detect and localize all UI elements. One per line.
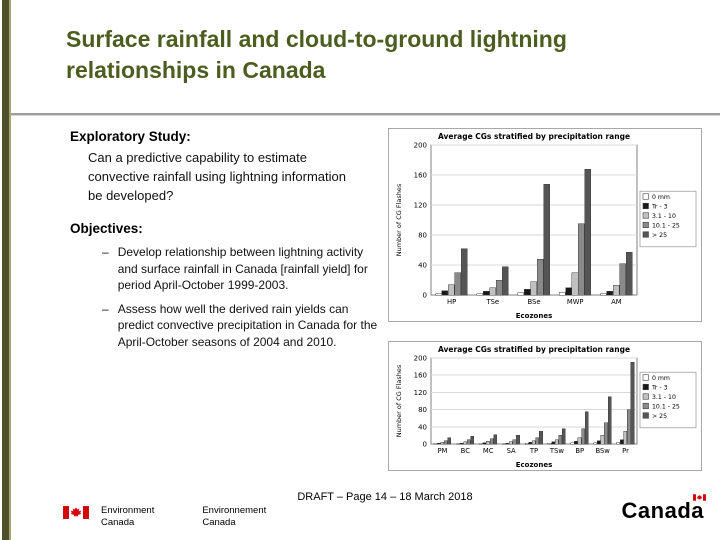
title-line-2: relationships in Canada [66, 57, 326, 83]
svg-text:40: 40 [418, 262, 427, 270]
svg-text:TSw: TSw [549, 447, 564, 455]
canada-wordmark: Canada [621, 494, 706, 524]
exploratory-heading: Exploratory Study: [70, 129, 191, 144]
svg-text:MC: MC [483, 447, 494, 455]
svg-text:TSe: TSe [485, 298, 499, 306]
svg-text:0 mm: 0 mm [652, 375, 670, 382]
svg-text:BSw: BSw [595, 447, 610, 455]
left-accent-bar [0, 0, 13, 540]
svg-text:PM: PM [437, 447, 447, 455]
svg-text:10.1 - 25: 10.1 - 25 [652, 403, 680, 410]
svg-text:3.1 - 10: 3.1 - 10 [652, 394, 676, 401]
svg-text:> 25: > 25 [652, 413, 667, 420]
svg-text:0: 0 [423, 292, 427, 300]
ec-fr-line2: Canada [202, 516, 236, 528]
chart-canvas: Average CGs stratified by precipitation … [395, 345, 697, 469]
svg-text:Number of CG Flashes: Number of CG Flashes [395, 183, 403, 256]
svg-text:3.1 - 10: 3.1 - 10 [652, 213, 676, 220]
svg-text:80: 80 [418, 406, 427, 414]
objective-item-2: Assess how well the derived rain yields … [102, 301, 378, 351]
svg-text:0: 0 [423, 441, 427, 449]
slide-title: Surface rainfall and cloud-to-ground lig… [66, 24, 686, 86]
ec-text-english: Environment Canada [101, 505, 154, 529]
svg-text:> 25: > 25 [652, 232, 667, 239]
svg-text:AM: AM [611, 298, 622, 306]
objectives-list: Develop relationship between lightning a… [102, 244, 378, 357]
svg-text:TP: TP [529, 447, 538, 455]
svg-text:120: 120 [414, 202, 427, 210]
svg-text:160: 160 [414, 372, 427, 380]
svg-text:0 mm: 0 mm [652, 194, 670, 201]
svg-text:Ecozones: Ecozones [516, 461, 553, 469]
svg-text:Ecozones: Ecozones [516, 312, 553, 320]
svg-text:BC: BC [461, 447, 471, 455]
svg-text:Tr - 3: Tr - 3 [651, 203, 668, 210]
svg-text:80: 80 [418, 232, 427, 240]
svg-text:120: 120 [414, 389, 427, 397]
svg-text:Number of CG Flashes: Number of CG Flashes [395, 364, 403, 437]
svg-text:SA: SA [507, 447, 516, 455]
svg-text:Average CGs stratified by prec: Average CGs stratified by precipitation … [438, 132, 630, 141]
svg-text:200: 200 [414, 142, 427, 150]
svg-text:Average CGs stratified by prec: Average CGs stratified by precipitation … [438, 345, 630, 354]
charts-column: Average CGs stratified by precipitation … [388, 128, 704, 471]
chart-canvas: Average CGs stratified by precipitation … [395, 132, 697, 320]
wordmark-flag-icon [693, 494, 706, 501]
ec-en-line2: Canada [101, 516, 135, 528]
svg-text:BP: BP [575, 447, 584, 455]
title-line-1: Surface rainfall and cloud-to-ground lig… [66, 26, 567, 52]
ec-en-line1: Environment [101, 505, 155, 516]
svg-text:200: 200 [414, 355, 427, 363]
svg-text:MWP: MWP [567, 298, 584, 306]
svg-text:HP: HP [447, 298, 456, 306]
svg-text:Tr - 3: Tr - 3 [651, 384, 668, 391]
wordmark-text: Canada [621, 498, 704, 523]
draft-footer: DRAFT – Page 14 – 18 March 2018 [297, 491, 473, 503]
svg-text:160: 160 [414, 172, 427, 180]
svg-text:40: 40 [418, 423, 427, 431]
title-divider [11, 113, 720, 115]
canada-flag-icon [63, 506, 89, 519]
avg-cgs-chart-eastern-ecozones: Average CGs stratified by precipitation … [388, 128, 702, 322]
objective-item-1: Develop relationship between lightning a… [102, 244, 378, 294]
ec-text-french: Environnement Canada [202, 505, 266, 529]
title-divider-shadow [11, 115, 720, 116]
avg-cgs-chart-western-ecozones: Average CGs stratified by precipitation … [388, 341, 702, 471]
svg-text:BSe: BSe [527, 298, 540, 306]
objectives-heading: Objectives: [70, 221, 143, 236]
objective-text-1: Develop relationship between lightning a… [117, 245, 368, 293]
exploratory-question: Can a predictive capability to estimate … [88, 150, 346, 203]
svg-text:10.1 - 25: 10.1 - 25 [652, 222, 680, 229]
objective-text-2: Assess how well the derived rain yields … [117, 301, 378, 349]
environment-canada-signature: Environment Canada Environnement Canada [63, 505, 266, 529]
svg-text:Pr: Pr [622, 447, 629, 455]
ec-fr-line1: Environnement [202, 505, 267, 516]
